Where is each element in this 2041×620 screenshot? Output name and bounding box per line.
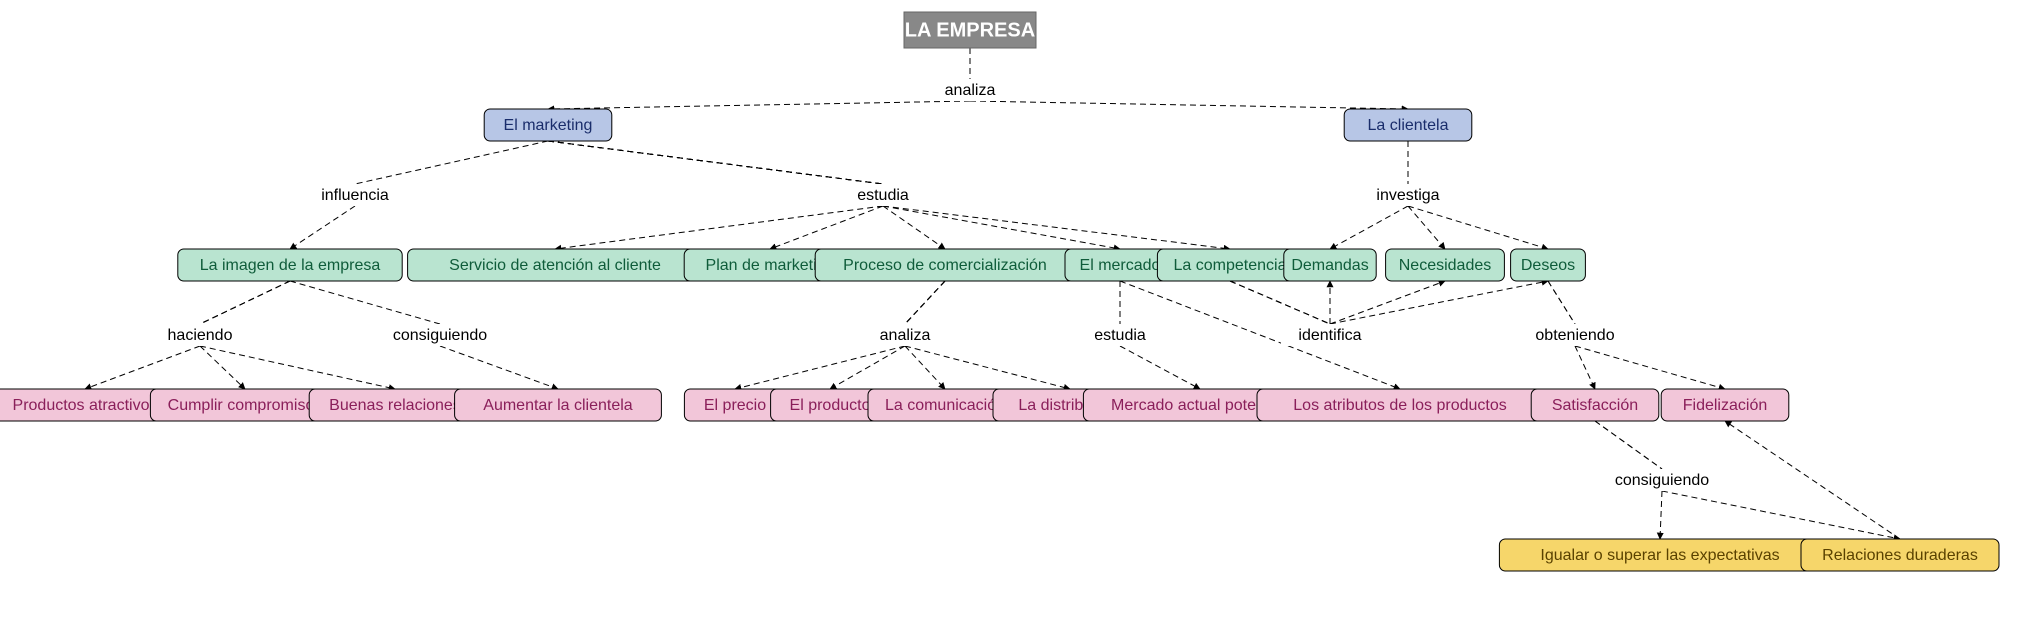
node-satisfac: Satisfacción <box>1531 389 1659 421</box>
node-deseos: Deseos <box>1511 249 1586 281</box>
edge <box>555 206 883 249</box>
edge-label-consiguiendo: consiguiendo <box>393 327 487 344</box>
node-label: El mercado <box>1080 257 1161 274</box>
node-relac_dur: Relaciones duraderas <box>1801 539 1999 571</box>
edge <box>1120 346 1200 389</box>
edge <box>905 346 945 389</box>
edge <box>548 141 883 184</box>
node-label: Fidelización <box>1683 397 1767 414</box>
node-label: Deseos <box>1521 257 1575 274</box>
edge <box>1230 281 1330 324</box>
edge <box>548 101 970 109</box>
edge <box>200 346 395 389</box>
edge-label-analiza_top: analiza <box>945 82 996 99</box>
node-label: Satisfacción <box>1552 397 1638 414</box>
node-label: Buenas relaciones <box>329 397 461 414</box>
edge <box>290 206 355 249</box>
node-marketing: El marketing <box>484 109 612 141</box>
edge-label-estudia2: estudia <box>1094 327 1146 344</box>
node-label: El producto <box>790 397 871 414</box>
node-label: LA EMPRESA <box>905 19 1035 41</box>
edge <box>1548 281 1575 324</box>
edge <box>1330 281 1445 324</box>
edge-label-influencia: influencia <box>321 187 389 204</box>
node-label: La imagen de la empresa <box>200 257 381 274</box>
edge <box>1595 421 1662 469</box>
edge <box>85 346 200 389</box>
edge <box>830 346 905 389</box>
edge <box>905 281 945 324</box>
edge <box>905 281 945 324</box>
node-label: Cumplir compromisos <box>168 397 323 414</box>
edge-label-consiguiendo2: consiguiendo <box>1615 472 1709 489</box>
node-label: La clientela <box>1368 117 1449 134</box>
edge <box>770 206 883 249</box>
edge <box>905 281 945 324</box>
edge <box>1330 206 1408 249</box>
edge <box>1575 346 1595 389</box>
edge-label-analiza2: analiza <box>880 327 931 344</box>
edge <box>1408 206 1445 249</box>
node-label: La competencia <box>1174 257 1287 274</box>
node-label: Proceso de comercialización <box>843 257 1047 274</box>
edge <box>905 346 1070 389</box>
edge <box>290 281 440 324</box>
node-fideliz: Fidelización <box>1661 389 1789 421</box>
node-label: Productos atractivos <box>13 397 158 414</box>
node-label: Servicio de atención al cliente <box>449 257 661 274</box>
edge <box>200 346 245 389</box>
node-atributos: Los atributos de los productos <box>1257 389 1543 421</box>
node-clientela: La clientela <box>1344 109 1472 141</box>
node-proceso: Proceso de comercialización <box>815 249 1075 281</box>
edge <box>440 346 558 389</box>
node-label: El marketing <box>504 117 593 134</box>
edge-label-estudia_top: estudia <box>857 187 909 204</box>
node-label: Necesidades <box>1399 257 1492 274</box>
node-demandas: Demandas <box>1284 249 1376 281</box>
node-label: Los atributos de los productos <box>1293 397 1506 414</box>
edge <box>1408 206 1548 249</box>
edge <box>1575 346 1725 389</box>
concept-map: analiza influencia estudia investiga haciend… <box>0 0 2041 620</box>
edge-label-identifica: identifica <box>1298 327 1361 344</box>
edge <box>355 141 548 184</box>
node-label: El precio <box>704 397 766 414</box>
edge <box>735 346 905 389</box>
node-aumentar: Aumentar la clientela <box>455 389 662 421</box>
edge <box>1660 491 1662 539</box>
node-root: LA EMPRESA <box>904 12 1036 48</box>
node-label: Aumentar la clientela <box>483 397 633 414</box>
edge-label-investiga: investiga <box>1376 187 1439 204</box>
node-servicio: Servicio de atención al cliente <box>408 249 703 281</box>
node-label: La comunicación <box>885 397 1005 414</box>
edge <box>970 101 1408 109</box>
node-label: Igualar o superar las expectativas <box>1540 547 1779 564</box>
node-label: Demandas <box>1291 257 1368 274</box>
node-necesidades: Necesidades <box>1386 249 1505 281</box>
node-label: Relaciones duraderas <box>1822 547 1978 564</box>
edge-label-obteniendo: obteniendo <box>1535 327 1614 344</box>
node-competencia: La competencia <box>1157 249 1302 281</box>
edge <box>883 206 1120 249</box>
edge <box>200 281 290 324</box>
node-imagen: La imagen de la empresa <box>178 249 402 281</box>
node-igualar: Igualar o superar las expectativas <box>1499 539 1820 571</box>
edge <box>1330 281 1548 324</box>
edge-label-haciendo: haciendo <box>168 327 233 344</box>
edge <box>905 281 945 324</box>
